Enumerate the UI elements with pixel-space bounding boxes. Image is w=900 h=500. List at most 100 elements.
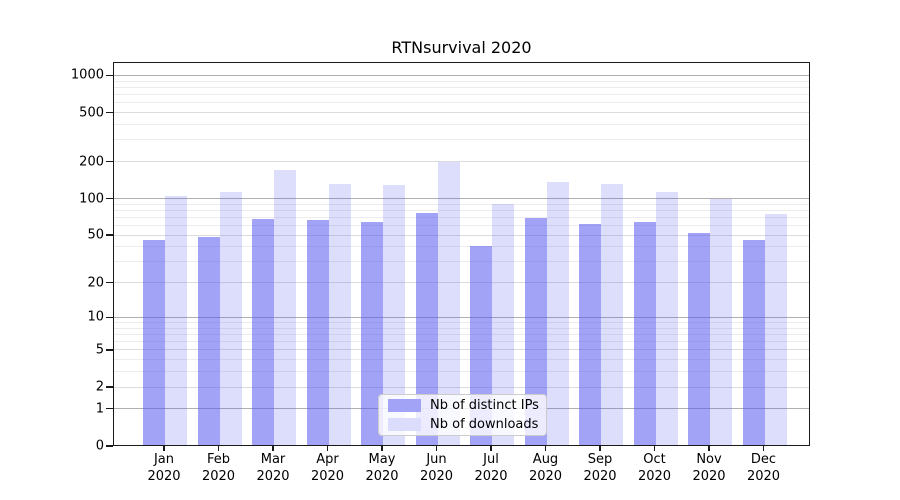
legend: Nb of distinct IPs Nb of downloads (378, 394, 547, 436)
gridline-800 (114, 86, 809, 88)
x-tick-label-apr: Apr 2020 (310, 452, 345, 484)
legend-item-distinct-ips: Nb of distinct IPs (388, 398, 546, 413)
x-tick-mark-aug (544, 446, 547, 451)
y-tick-label-1: 1 (95, 401, 104, 417)
legend-label-downloads: Nb of downloads (430, 417, 539, 432)
y-tick-mark-10 (106, 316, 113, 319)
bar-downloads-may (383, 185, 405, 445)
x-tick-label-may: May 2020 (365, 452, 399, 484)
plot-area (113, 62, 810, 446)
y-tick-mark-20 (106, 282, 113, 284)
x-tick-mark-may (381, 446, 383, 451)
y-tick-label-100: 100 (79, 191, 104, 206)
y-tick-label-200: 200 (79, 154, 104, 170)
x-tick-mark-jan (163, 446, 165, 451)
x-tick-label-nov: Nov 2020 (692, 452, 726, 484)
x-tick-mark-jul (490, 446, 492, 451)
y-tick-mark-500 (106, 111, 113, 114)
gridline-9 (114, 322, 809, 323)
bar-distinct-ips-oct (633, 221, 656, 445)
gridline-2 (114, 386, 809, 388)
x-tick-label-jun: Jun 2020 (419, 452, 454, 484)
x-tick-label-sep: Sep 2020 (583, 452, 617, 484)
y-tick-label-0: 0 (95, 438, 104, 454)
bar-distinct-ips-feb (197, 237, 220, 445)
y-tick-mark-200 (106, 160, 113, 163)
gridline-700 (114, 94, 809, 96)
y-tick-mark-100 (106, 197, 113, 200)
gridline-4 (114, 359, 809, 361)
x-tick-mark-sep (599, 446, 601, 451)
y-tick-label-20: 20 (87, 275, 104, 291)
x-tick-label-dec: Dec 2020 (746, 452, 781, 484)
gridline-400 (114, 124, 809, 125)
bar-downloads-nov (710, 199, 732, 445)
bar-distinct-ips-jun (415, 212, 438, 445)
y-tick-mark-1000 (106, 74, 113, 77)
gridline-300 (114, 139, 809, 141)
x-tick-mark-jun (435, 446, 438, 451)
x-tick-label-jul: Jul 2020 (474, 452, 508, 484)
legend-swatch-downloads-icon (388, 418, 421, 431)
y-tick-label-10: 10 (87, 309, 104, 325)
y-tick-label-2: 2 (95, 379, 104, 395)
gridline-20 (114, 282, 809, 284)
x-tick-label-feb: Feb 2020 (201, 452, 236, 484)
gridline-5 (114, 349, 809, 351)
bar-distinct-ips-sep (579, 223, 601, 445)
x-tick-mark-apr (326, 446, 329, 451)
gridline-7 (114, 334, 809, 335)
y-tick-mark-0 (106, 445, 113, 447)
bar-downloads-dec (764, 214, 787, 445)
y-tick-label-50: 50 (87, 227, 104, 243)
gridline-90 (114, 203, 809, 205)
gridline-8 (114, 327, 809, 329)
x-tick-label-aug: Aug 2020 (528, 452, 563, 484)
bar-downloads-sep (601, 183, 623, 445)
gridline-60 (114, 225, 809, 226)
gridline-70 (114, 216, 809, 218)
bar-distinct-ips-may (361, 221, 383, 445)
gridline-6 (114, 341, 809, 343)
bar-distinct-ips-nov (688, 233, 710, 445)
x-tick-mark-feb (217, 446, 220, 451)
gridline-1000 (114, 74, 809, 76)
y-tick-mark-50 (106, 234, 113, 236)
x-tick-mark-nov (708, 446, 710, 451)
gridline-600 (114, 102, 809, 104)
bar-distinct-ips-apr (306, 219, 329, 445)
bar-downloads-oct (655, 192, 678, 445)
y-tick-mark-1 (106, 408, 113, 410)
y-tick-label-500: 500 (79, 105, 104, 121)
gridline-10 (114, 316, 809, 318)
y-tick-mark-2 (106, 386, 113, 388)
gridline-900 (114, 80, 809, 82)
bar-downloads-feb (219, 192, 242, 445)
x-tick-label-oct: Oct 2020 (637, 452, 672, 484)
x-tick-label-jan: Jan 2020 (147, 452, 181, 484)
gridline-40 (114, 246, 809, 248)
gridline-30 (114, 261, 809, 263)
legend-item-downloads: Nb of downloads (388, 417, 546, 432)
legend-label-distinct-ips: Nb of distinct IPs (430, 398, 539, 413)
gridline-50 (114, 234, 809, 236)
x-tick-label-mar: Mar 2020 (256, 452, 290, 484)
bar-downloads-jun (437, 161, 460, 445)
gridline-500 (114, 112, 809, 114)
x-tick-mark-dec (762, 446, 765, 451)
gridline-80 (114, 209, 809, 211)
bar-downloads-jan (165, 195, 187, 445)
y-tick-label-1000: 1000 (70, 67, 104, 83)
bar-downloads-aug (546, 181, 569, 445)
chart-title: RTNsurvival 2020 (391, 38, 532, 57)
bar-distinct-ips-aug (524, 217, 547, 445)
x-tick-mark-oct (653, 446, 656, 451)
bar-distinct-ips-mar (252, 218, 274, 445)
bar-distinct-ips-jan (143, 239, 165, 445)
y-tick-mark-5 (106, 349, 113, 351)
gridline-200 (114, 161, 809, 163)
gridline-100 (114, 198, 809, 199)
bar-downloads-mar (274, 170, 296, 445)
bar-distinct-ips-dec (742, 239, 765, 445)
